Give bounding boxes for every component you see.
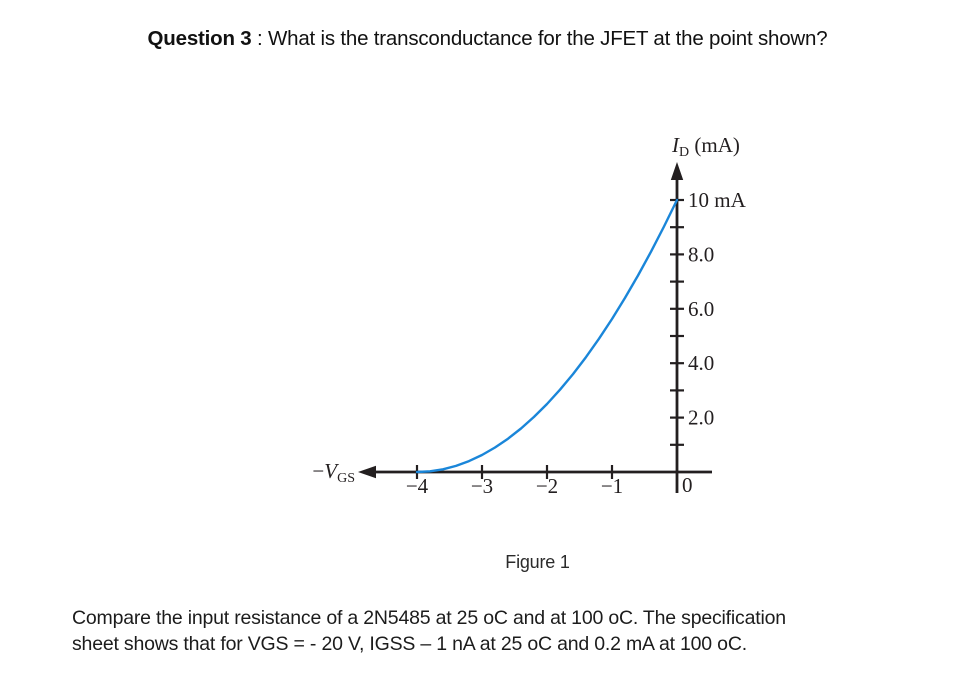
transfer-curve xyxy=(415,198,679,474)
paragraph-line-2: sheet shows that for VGS = - 20 V, IGSS … xyxy=(72,633,747,655)
y-tick-label: 4.0 xyxy=(688,351,714,375)
y-tick-label: 6.0 xyxy=(688,297,714,321)
x-tick-label: −2 xyxy=(536,474,558,498)
figure-caption: Figure 1 xyxy=(505,552,570,572)
x-tick-label: −1 xyxy=(601,474,623,498)
x-axis-left-arrow-icon xyxy=(358,465,376,479)
jfet-transfer-chart: −4 −3 −2 −1 0 2.0 4.0 6.0 8.0 10 mA ID (mA) −VGS xyxy=(295,118,765,518)
y-axis-title: ID (mA) xyxy=(671,133,740,160)
y-axis-up-arrow-icon xyxy=(670,162,684,180)
question-title: Question 3 : What is the transconductanc… xyxy=(0,27,975,51)
y-tick-label: 10 mA xyxy=(688,188,747,212)
question-number: Question 3 xyxy=(147,27,252,50)
transfer-curve-figure: −4 −3 −2 −1 0 2.0 4.0 6.0 8.0 10 mA ID (mA) −VGS xyxy=(312,133,747,498)
question-paragraph: Compare the input resistance of a 2N5485… xyxy=(72,605,962,657)
question-text: : What is the transconductance for the J… xyxy=(251,27,828,50)
y-tick-label: 2.0 xyxy=(688,406,714,430)
origin-label: 0 xyxy=(682,473,693,497)
x-tick-label: −4 xyxy=(406,474,429,498)
x-tick-label: −3 xyxy=(471,474,493,498)
paragraph-line-1: Compare the input resistance of a 2N5485… xyxy=(72,607,786,629)
y-tick-label: 8.0 xyxy=(688,242,714,266)
x-axis-title: −VGS xyxy=(312,459,355,486)
